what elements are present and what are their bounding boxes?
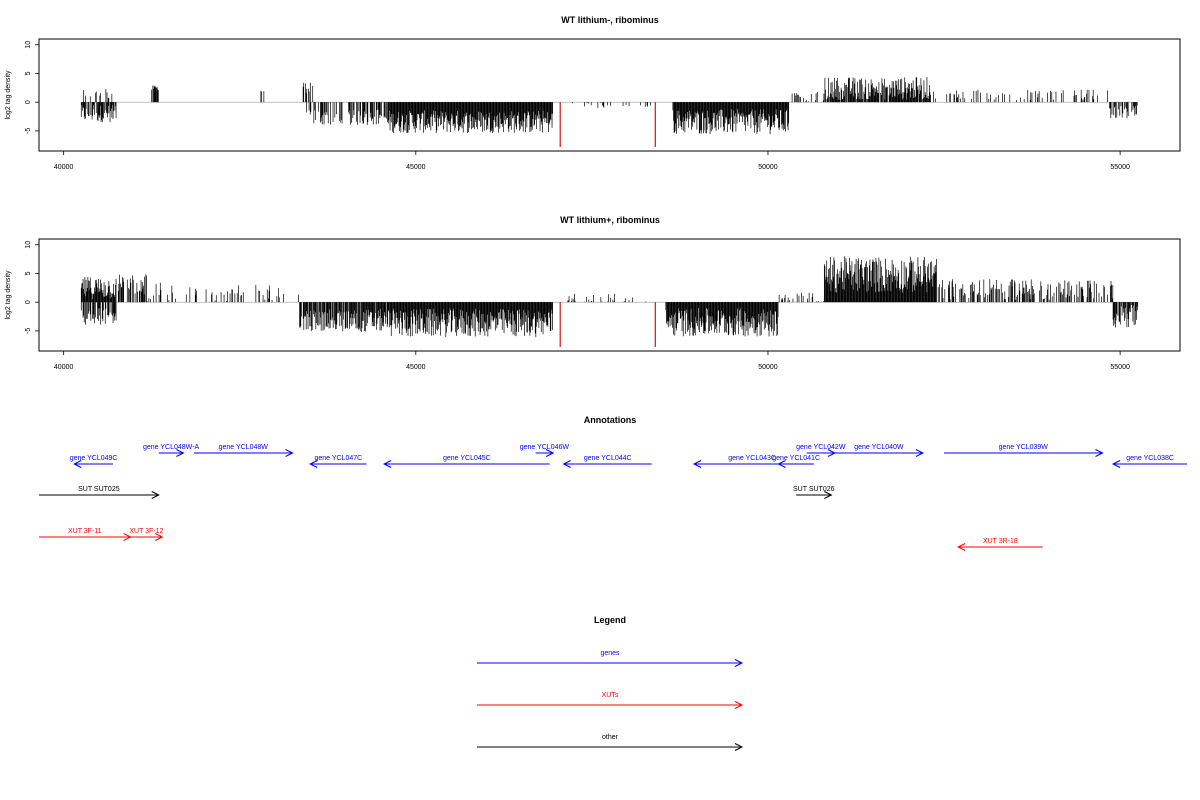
axes: -5 0 5 10 40000 45000 50000 55000	[25, 41, 1130, 171]
legend-arrowhead	[734, 743, 744, 751]
gene-feature-arrowhead	[73, 460, 82, 468]
gene-feature-label: gene YCL049C	[70, 455, 118, 462]
y-tick-label: 5	[25, 271, 32, 275]
gene-feature-label: gene YCL048W	[219, 444, 269, 451]
gene-feature-label: gene YCL046W	[520, 444, 570, 451]
y-axis-label: log2 tag density	[5, 270, 12, 320]
annotations-title: Annotations	[584, 415, 637, 425]
xut-feature-label: XUT 3F-11	[68, 528, 102, 535]
gene-feature: gene YCL048W-A	[143, 444, 199, 457]
legend-arrowhead	[734, 659, 744, 667]
gene-feature-label: gene YCL043C	[728, 455, 776, 462]
gene-feature: gene YCL041C	[772, 455, 820, 468]
legend-title: Legend	[594, 615, 626, 625]
y-tick-label: -5	[25, 328, 32, 334]
gene-feature-arrowhead	[382, 460, 392, 468]
plot-frame	[38, 238, 1181, 352]
other-feature-label: SUT SUT025	[78, 486, 120, 493]
legend-label: XUTs	[602, 692, 619, 699]
density-bars	[80, 256, 1139, 347]
gene-feature-arrowhead	[915, 449, 925, 457]
y-tick-label: -5	[25, 128, 32, 134]
annotation-features: gene YCL049C gene YCL048W-A gene YCL048W ge…	[39, 444, 1188, 551]
gene-feature-label: gene YCL042W	[796, 444, 846, 451]
y-tick-label: 5	[25, 71, 32, 75]
density-bars	[80, 77, 1138, 147]
gene-feature-label: gene YCL044C	[584, 455, 632, 462]
xut-feature-label: XUT 3R-18	[983, 538, 1018, 545]
other-feature: SUT SUT026	[793, 486, 835, 499]
gene-feature-arrowhead	[777, 460, 786, 468]
xut-feature: XUT 3F-12	[129, 528, 164, 541]
xut-feature-label: XUT 3F-12	[129, 528, 163, 535]
x-tick-label: 45000	[406, 164, 426, 171]
y-tick-label: 0	[25, 100, 32, 104]
legend-item: genes	[477, 650, 744, 667]
gene-feature: gene YCL048W	[193, 444, 294, 457]
x-tick-label: 55000	[1110, 364, 1130, 371]
gene-feature-label: gene YCL045C	[443, 455, 491, 462]
plot-frame	[38, 38, 1181, 152]
other-feature: SUT SUT025	[39, 486, 160, 499]
x-tick-label: 40000	[54, 364, 74, 371]
gene-feature: gene YCL047C	[309, 455, 367, 468]
gene-feature-arrowhead	[1095, 449, 1104, 457]
legend-items: genes XUTs other	[477, 650, 744, 751]
gene-feature-arrowhead	[1111, 460, 1121, 468]
legend-arrowhead	[734, 701, 744, 709]
x-tick-label: 45000	[406, 364, 426, 371]
gene-feature: gene YCL046W	[520, 444, 570, 457]
legend: Legend genes XUTs other	[477, 615, 744, 751]
gene-feature-arrowhead	[309, 460, 318, 468]
y-tick-label: 10	[25, 41, 32, 49]
legend-label: genes	[600, 650, 620, 657]
x-tick-label: 55000	[1110, 164, 1130, 171]
density-panel-lithium-minus: WT lithium-, ribominus log2 tag density …	[5, 15, 1181, 171]
y-axis-label: log2 tag density	[5, 70, 12, 120]
legend-item: other	[477, 734, 744, 751]
xut-feature: XUT 3R-18	[957, 538, 1043, 551]
gene-feature-arrowhead	[562, 460, 571, 468]
x-tick-label: 50000	[758, 164, 778, 171]
gene-feature: gene YCL039W	[944, 444, 1104, 457]
gene-feature: gene YCL038C	[1111, 455, 1188, 468]
gene-feature: gene YCL040W	[834, 444, 925, 457]
legend-item: XUTs	[477, 692, 744, 709]
legend-label: other	[602, 734, 619, 741]
xut-feature: XUT 3F-11	[39, 528, 132, 541]
gene-feature-label: gene YCL040W	[854, 444, 904, 451]
other-feature-arrowhead	[824, 491, 833, 499]
gene-feature: gene YCL049C	[70, 455, 118, 468]
gene-feature-arrowhead	[545, 449, 555, 457]
gene-feature-label: gene YCL048W-A	[143, 444, 199, 451]
x-tick-label: 50000	[758, 364, 778, 371]
gene-feature-label: gene YCL039W	[999, 444, 1049, 451]
gene-feature: gene YCL044C	[562, 455, 652, 468]
xut-feature-arrowhead	[155, 533, 164, 541]
density-panel-lithium-plus: WT lithium+, ribominus log2 tag density …	[5, 215, 1181, 371]
y-tick-label: 10	[25, 241, 32, 249]
gene-feature-arrowhead	[692, 460, 702, 468]
axes: -5 0 5 10 40000 45000 50000 55000	[25, 241, 1130, 371]
x-tick-label: 40000	[54, 164, 74, 171]
panel-title: WT lithium-, ribominus	[561, 15, 659, 25]
gene-feature-arrowhead	[176, 449, 185, 457]
panel-title: WT lithium+, ribominus	[560, 215, 660, 225]
y-tick-label: 0	[25, 300, 32, 304]
other-feature-arrowhead	[151, 491, 160, 499]
gene-feature: gene YCL045C	[382, 455, 550, 468]
xut-feature-arrowhead	[957, 543, 966, 551]
gene-feature-label: gene YCL038C	[1126, 455, 1174, 462]
gene-feature-label: gene YCL047C	[314, 455, 362, 462]
gene-feature-arrowhead	[285, 449, 294, 457]
gene-feature-label: gene YCL041C	[772, 455, 820, 462]
other-feature-label: SUT SUT026	[793, 486, 835, 493]
